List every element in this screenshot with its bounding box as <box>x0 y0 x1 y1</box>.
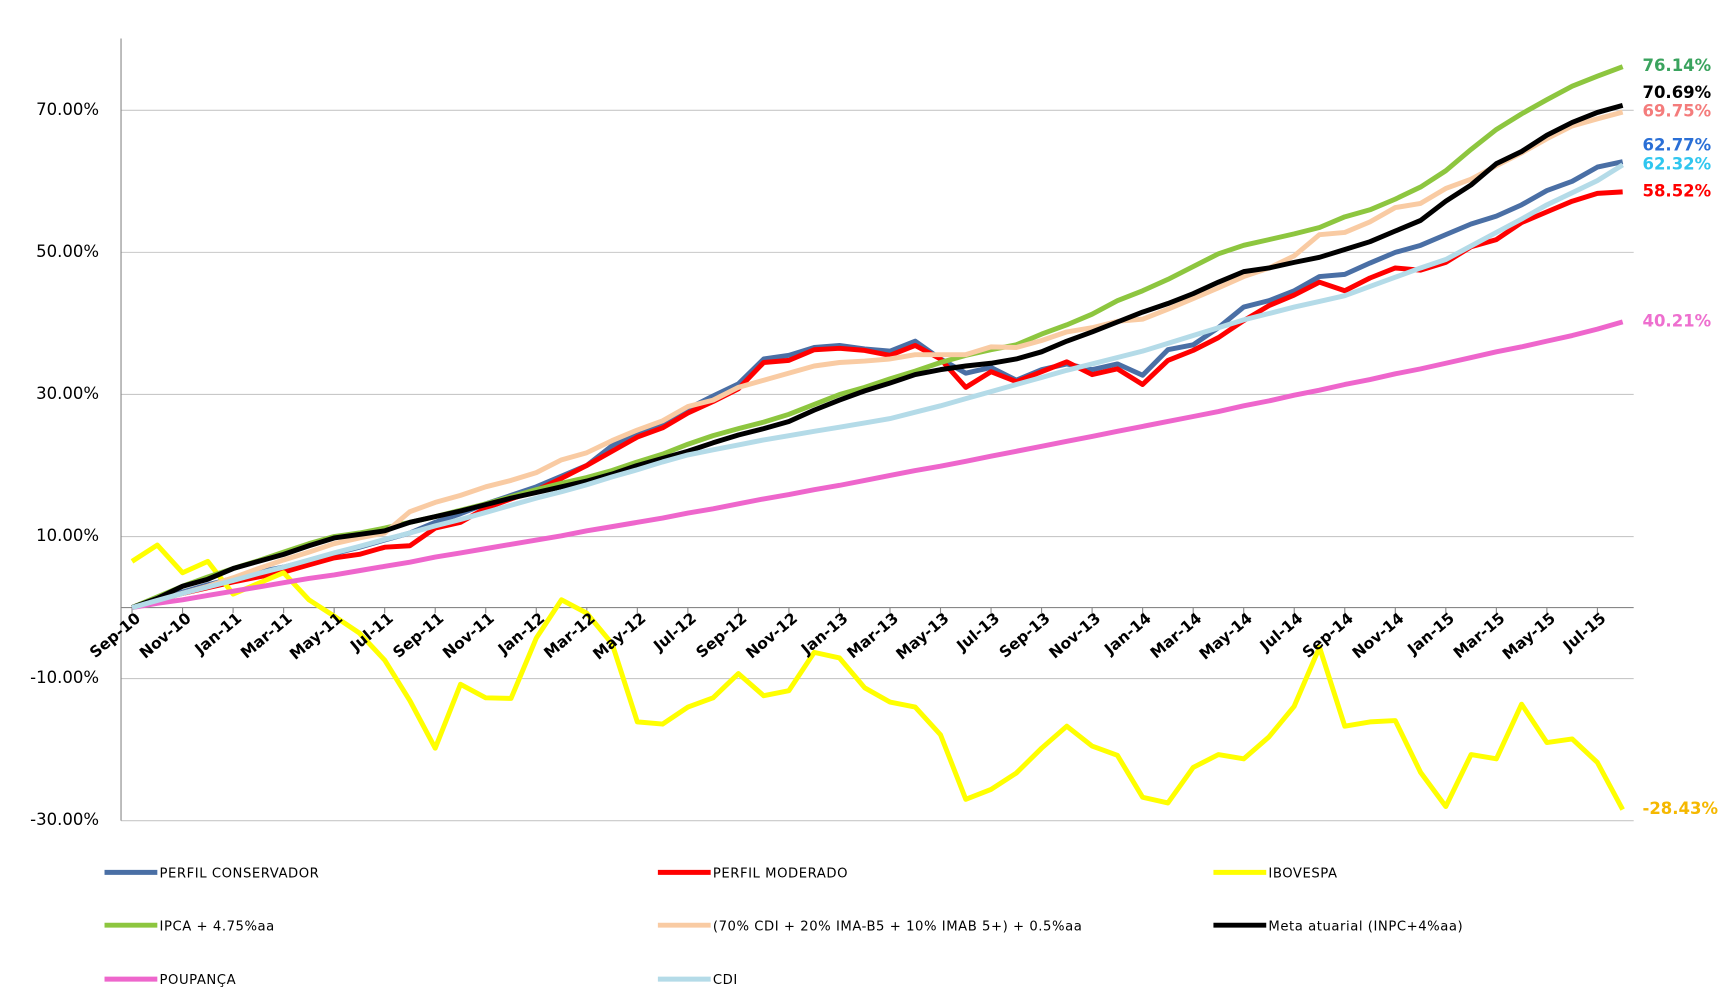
x-tick-label: Nov-12 <box>742 609 801 662</box>
series-line <box>131 189 1623 610</box>
series-line <box>131 319 1624 611</box>
x-tick-label: Sep-13 <box>996 609 1054 662</box>
x-tick-label: Sep-12 <box>693 609 751 662</box>
series-line <box>131 103 1624 610</box>
x-tick-label: Nov-14 <box>1349 609 1408 662</box>
x-tick-label: Jan-11 <box>191 609 245 659</box>
series-line <box>130 542 1625 811</box>
x-tick-label: Nov-13 <box>1046 609 1105 662</box>
y-tick-label: 50.00% <box>36 242 99 261</box>
legend-label: (70% CDI + 20% IMA-B5 + 10% IMAB 5+) + 0… <box>713 919 1082 934</box>
x-tick-label: Mar-11 <box>237 609 295 662</box>
labels: -30.00% -10.00% 10.00% 30.00% 50.00% 70.00% Se… <box>30 56 1718 988</box>
grid <box>121 109 1634 822</box>
end-value-label: 76.14% <box>1642 56 1711 75</box>
x-tick-label: May-12 <box>590 609 650 663</box>
y-tick-label: -10.00% <box>30 668 99 687</box>
end-value-label: 70.69% <box>1642 83 1711 102</box>
legend-label: PERFIL MODERADO <box>713 866 848 881</box>
y-tick-label: 10.00% <box>36 526 99 545</box>
x-tick-label: Mar-14 <box>1147 609 1205 662</box>
end-value-label: 40.21% <box>1642 311 1711 330</box>
x-tick-label: May-15 <box>1499 609 1559 663</box>
x-tick-label: Nov-11 <box>439 609 498 662</box>
x-tick-label: Mar-13 <box>844 609 902 662</box>
end-value-label: 62.77% <box>1642 136 1711 155</box>
end-value-label: 58.52% <box>1642 181 1711 200</box>
legend-label: PERFIL CONSERVADOR <box>160 866 320 881</box>
legend-label: IBOVESPA <box>1268 866 1337 881</box>
legend-label: IPCA + 4.75%aa <box>160 919 275 934</box>
legend-label: Meta atuarial (INPC+4%aa) <box>1268 919 1463 934</box>
x-tick-label: Sep-11 <box>389 609 447 662</box>
end-value-label: -28.43% <box>1642 799 1718 818</box>
y-tick-label: 70.00% <box>36 100 99 119</box>
y-tick-label: -30.00% <box>30 810 99 829</box>
x-tick-label: Jul-15 <box>1559 609 1609 655</box>
x-tick-label: May-13 <box>893 609 953 663</box>
plot <box>130 64 1625 811</box>
x-tick-label: Jan-13 <box>797 609 851 659</box>
series-line <box>131 64 1624 610</box>
y-tick-label: 30.00% <box>36 384 99 403</box>
end-value-label: 69.75% <box>1642 102 1711 121</box>
x-tick-label: Sep-14 <box>1299 609 1357 662</box>
x-tick-label: Nov-10 <box>136 609 195 662</box>
x-tick-label: Jan-14 <box>1100 609 1154 659</box>
end-value-label: 62.32% <box>1642 154 1711 173</box>
x-tick-label: May-14 <box>1196 609 1256 663</box>
x-tick-label: May-11 <box>286 609 346 663</box>
x-tick-label: Sep-10 <box>86 609 144 662</box>
legend-label: POUPANÇA <box>160 973 237 988</box>
x-tick-label: Jan-15 <box>1404 609 1458 659</box>
series-line <box>131 162 1624 610</box>
legend-label: CDI <box>713 973 738 988</box>
x-tick-label: Mar-15 <box>1450 609 1508 662</box>
